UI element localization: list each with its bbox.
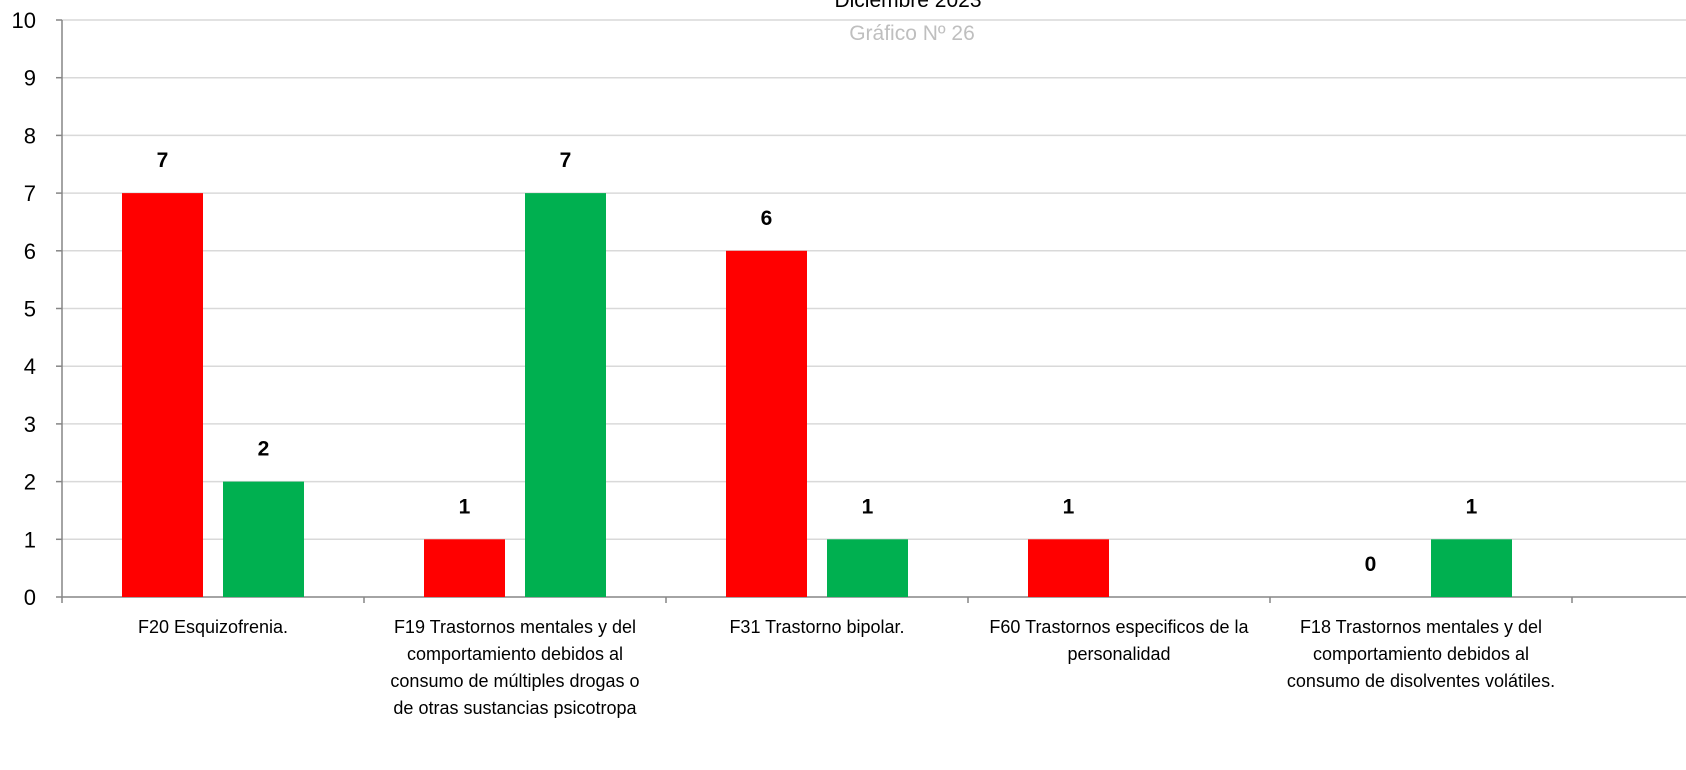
category-label: F31 Trastorno bipolar. <box>729 617 904 637</box>
bar <box>424 539 505 597</box>
data-label: 0 <box>1365 553 1377 576</box>
bar <box>1028 539 1109 597</box>
data-label: 1 <box>1063 495 1075 518</box>
chart-subtitle: Gráfico Nº 26 <box>849 22 975 45</box>
data-label: 1 <box>459 495 471 518</box>
data-label: 7 <box>560 149 572 172</box>
y-tick-label: 10 <box>12 8 36 33</box>
y-tick-label: 3 <box>24 412 36 437</box>
y-tick-label: 6 <box>24 239 36 264</box>
category-label: F20 Esquizofrenia. <box>138 617 288 637</box>
category-label: F18 Trastornos mentales y del comportamie… <box>1287 617 1555 691</box>
bar <box>525 193 606 597</box>
data-label: 6 <box>761 207 773 230</box>
y-tick-label: 8 <box>24 123 36 148</box>
y-tick-label: 9 <box>24 66 36 91</box>
bar <box>122 193 203 597</box>
y-tick-label: 5 <box>24 297 36 322</box>
y-tick-label: 4 <box>24 354 36 379</box>
bar <box>1431 539 1512 597</box>
data-label: 1 <box>862 495 874 518</box>
bars <box>122 193 1512 598</box>
bar <box>827 539 908 597</box>
y-tick-label: 2 <box>24 470 36 495</box>
category-label: F19 Trastornos mentales y del comportamie… <box>390 617 639 718</box>
category-labels: F20 Esquizofrenia. F19 Trastornos mentale… <box>138 617 1555 718</box>
bar <box>726 250 807 598</box>
category-label: F60 Trastornos especificos de la personal… <box>989 617 1249 664</box>
data-label: 1 <box>1466 495 1478 518</box>
data-label: 7 <box>157 149 169 172</box>
gridlines <box>62 19 1686 541</box>
data-labels: 7 1 6 1 0 2 7 1 1 <box>157 149 1478 576</box>
data-label: 2 <box>258 438 270 461</box>
bar <box>223 481 304 597</box>
y-tick-label: 7 <box>24 181 36 206</box>
chart-title: Diciembre 2023 <box>834 0 981 12</box>
y-tick-label: 0 <box>24 585 36 610</box>
y-tick-label: 1 <box>24 527 36 552</box>
